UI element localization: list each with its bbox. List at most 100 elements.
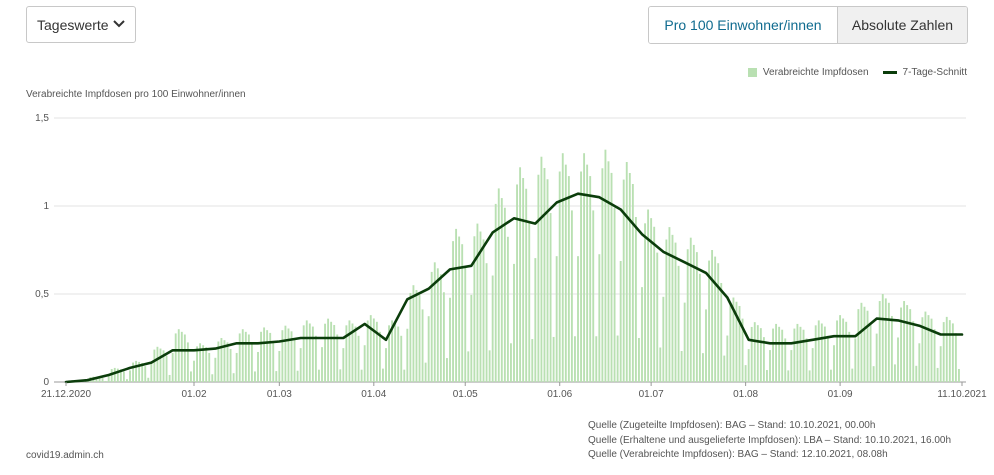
bar bbox=[272, 341, 275, 382]
per-100-button[interactable]: Pro 100 Einwohner/innen bbox=[649, 7, 837, 43]
bar bbox=[778, 326, 781, 382]
bar bbox=[839, 315, 842, 382]
bar bbox=[150, 362, 153, 382]
bar bbox=[497, 188, 500, 382]
bar bbox=[412, 285, 415, 382]
bar bbox=[753, 322, 756, 382]
bar bbox=[156, 346, 159, 382]
bar bbox=[586, 164, 589, 382]
chevron-down-icon bbox=[113, 20, 125, 28]
bar bbox=[619, 261, 622, 382]
bar bbox=[610, 172, 613, 382]
bar bbox=[263, 327, 266, 382]
bar bbox=[951, 323, 954, 382]
x-tick-label: 21.12.2020 bbox=[41, 389, 91, 400]
bar bbox=[948, 320, 951, 382]
bar bbox=[476, 223, 479, 382]
bar bbox=[890, 316, 893, 382]
bar bbox=[275, 371, 278, 382]
bar bbox=[302, 325, 305, 382]
bar bbox=[915, 365, 918, 382]
bar bbox=[897, 337, 899, 382]
bar bbox=[311, 326, 314, 382]
x-tick-label: 01.03 bbox=[267, 389, 292, 400]
bar bbox=[482, 239, 485, 382]
bar bbox=[540, 156, 543, 382]
bar bbox=[906, 305, 909, 382]
bar bbox=[324, 323, 326, 382]
bar bbox=[159, 348, 162, 382]
bar bbox=[747, 349, 750, 382]
y-tick-label: 0,5 bbox=[35, 289, 49, 300]
bar bbox=[449, 297, 451, 382]
bar bbox=[229, 349, 232, 382]
bar bbox=[817, 320, 820, 382]
bar bbox=[339, 369, 342, 382]
period-select[interactable]: Tageswerte bbox=[26, 6, 136, 43]
bar bbox=[104, 380, 107, 382]
absolute-numbers-button[interactable]: Absolute Zahlen bbox=[837, 7, 967, 43]
bar bbox=[418, 294, 421, 382]
bar bbox=[647, 209, 650, 382]
bar bbox=[144, 366, 147, 382]
bar bbox=[790, 350, 793, 382]
bar bbox=[741, 318, 744, 382]
bar bbox=[546, 179, 549, 382]
bar bbox=[254, 371, 256, 382]
bar bbox=[598, 254, 601, 382]
bar bbox=[805, 338, 808, 382]
bar bbox=[708, 260, 710, 382]
bar bbox=[726, 335, 729, 382]
bar bbox=[686, 249, 689, 382]
bar bbox=[375, 321, 378, 382]
bar bbox=[235, 352, 238, 382]
bar bbox=[141, 362, 144, 382]
bar bbox=[372, 318, 375, 382]
bar bbox=[634, 217, 637, 382]
bar bbox=[756, 325, 759, 382]
bar bbox=[848, 331, 851, 382]
x-tick-label: 01.04 bbox=[361, 389, 386, 400]
unit-toggle: Pro 100 Einwohner/innen Absolute Zahlen bbox=[648, 6, 968, 44]
bar bbox=[479, 231, 482, 382]
bar bbox=[836, 320, 838, 382]
bar bbox=[436, 268, 439, 382]
bar bbox=[729, 304, 732, 382]
bar bbox=[604, 149, 607, 382]
bar bbox=[564, 164, 567, 382]
bar bbox=[823, 326, 826, 382]
bar bbox=[516, 184, 518, 382]
bar bbox=[869, 322, 872, 382]
bar bbox=[427, 316, 430, 382]
bar bbox=[183, 334, 186, 382]
bar bbox=[808, 370, 811, 382]
bar bbox=[942, 322, 945, 382]
bar bbox=[503, 207, 506, 382]
bar bbox=[714, 256, 717, 382]
bar bbox=[385, 348, 387, 382]
bar bbox=[607, 161, 610, 382]
x-tick-label: 01.09 bbox=[828, 389, 853, 400]
bar bbox=[308, 323, 311, 382]
bar bbox=[577, 256, 579, 382]
legend-item-bars[interactable]: Verabreichte Impfdosen bbox=[747, 67, 869, 78]
bar bbox=[723, 355, 726, 382]
bar bbox=[680, 351, 683, 382]
legend-label-line: 7-Tage-Schnitt bbox=[902, 67, 967, 78]
bar bbox=[711, 250, 714, 382]
bar bbox=[738, 305, 741, 382]
bar bbox=[921, 317, 924, 382]
bar bbox=[98, 377, 101, 382]
legend-item-line[interactable]: 7-Tage-Schnitt bbox=[882, 67, 967, 78]
bar bbox=[391, 320, 394, 382]
bar bbox=[232, 373, 235, 382]
bar bbox=[485, 263, 488, 382]
bar bbox=[616, 335, 619, 382]
bar bbox=[851, 368, 854, 382]
bar bbox=[299, 348, 302, 382]
bar bbox=[732, 297, 735, 382]
bar bbox=[787, 370, 790, 382]
bar bbox=[199, 343, 202, 382]
bar bbox=[522, 178, 525, 382]
bar bbox=[168, 374, 171, 382]
